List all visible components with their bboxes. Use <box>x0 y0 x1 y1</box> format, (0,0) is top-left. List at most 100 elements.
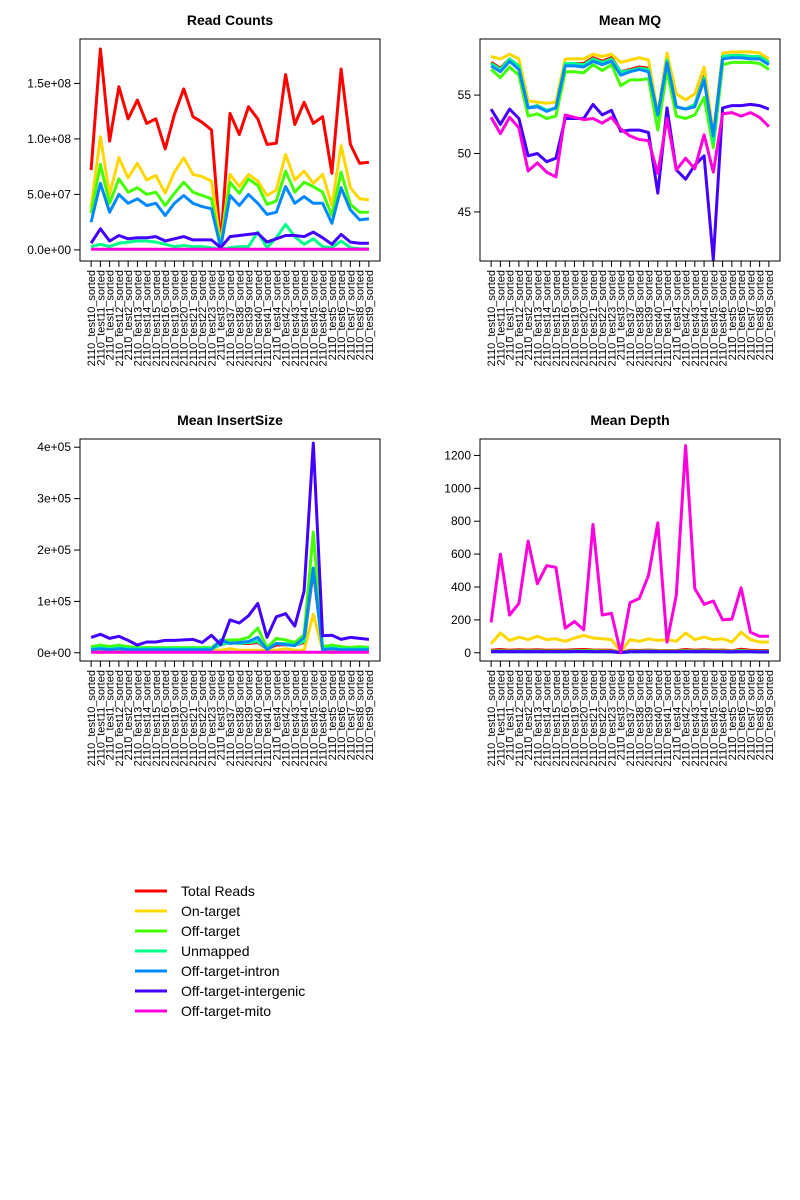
x-tick-label: 2110_test10_sorted <box>86 670 98 766</box>
x-tick-label: 2110_test3_sorted <box>216 670 228 760</box>
y-tick-label: 1200 <box>444 448 471 462</box>
x-tick-label: 2110_test5_sorted <box>727 670 739 760</box>
y-tick-label: 1.0e+08 <box>27 132 71 146</box>
x-tick-label: 2110_test9_sorted <box>364 670 376 760</box>
x-tick-label: 2110_test22_sorted <box>597 270 609 366</box>
x-tick-label: 2110_test6_sorted <box>336 270 348 360</box>
series-line-5 <box>490 56 770 138</box>
legend-label: Unmapped <box>181 943 250 959</box>
x-tick-label: 2110_test13_sorted <box>532 270 544 366</box>
x-tick-label: 2110_test39_sorted <box>244 670 256 766</box>
x-tick-label: 2110_test15_sorted <box>151 670 163 766</box>
y-tick-label: 4e+05 <box>37 440 71 454</box>
y-tick-label: 800 <box>451 514 471 528</box>
y-tick-label: 45 <box>458 205 472 219</box>
x-tick-label: 2110_test12_sorted <box>514 670 526 766</box>
x-tick-label: 2110_test4_sorted <box>671 670 683 760</box>
x-tick-label: 2110_test41_sorted <box>262 270 274 366</box>
series-line-3 <box>89 162 369 249</box>
x-tick-label: 2110_test42_sorted <box>281 270 293 366</box>
x-tick-label: 2110_test6_sorted <box>336 670 348 760</box>
x-tick-label: 2110_test20_sorted <box>179 670 191 766</box>
x-tick-label: 2110_test10_sorted <box>486 270 498 366</box>
x-tick-label: 2110_test7_sorted <box>345 270 357 360</box>
x-tick-label: 2110_test8_sorted <box>355 670 367 760</box>
x-tick-label: 2110_test40_sorted <box>253 270 265 366</box>
x-tick-label: 2110_test2_sorted <box>123 270 135 360</box>
x-tick-label: 2110_test11_sorted <box>495 670 507 766</box>
y-tick-label: 1e+05 <box>37 594 71 608</box>
panel-1: Read Counts 0.0e+00 5.0e+07 1.0e+08 1.5e+08 2… <box>27 12 381 366</box>
x-tick-label: 2110_test5_sorted <box>727 270 739 360</box>
y-tick-label: 0 <box>464 646 471 660</box>
series-line-1 <box>89 47 370 246</box>
x-tick-label: 2110_test1_sorted <box>105 270 117 360</box>
y-tick-label: 400 <box>451 580 471 594</box>
x-tick-label: 2110_test14_sorted <box>542 670 554 766</box>
x-tick-label: 2110_test15_sorted <box>551 270 563 366</box>
x-tick-label: 2110_test19_sorted <box>569 270 581 366</box>
panel-4: Mean Depth 0 200 400 600 800 1000 1200 2110_test… <box>444 412 781 766</box>
x-tick-label: 2110_test41_sorted <box>662 670 674 766</box>
y-tick-label: 55 <box>458 88 472 102</box>
x-tick-label: 2110_test21_sorted <box>188 670 200 766</box>
y-tick-label: 600 <box>451 547 471 561</box>
x-tick-label: 2110_test22_sorted <box>197 270 209 366</box>
x-tick-label: 2110_test10_sorted <box>86 270 98 366</box>
x-tick-label: 2110_test43_sorted <box>290 270 302 366</box>
x-tick-label: 2110_test40_sorted <box>653 670 665 766</box>
x-tick-label: 2110_test11_sorted <box>95 270 107 366</box>
x-tick-label: 2110_test15_sorted <box>551 670 563 766</box>
x-tick-label: 2110_test40_sorted <box>253 670 265 766</box>
x-tick-label: 2110_test44_sorted <box>299 270 311 366</box>
x-tick-label: 2110_test3_sorted <box>616 670 628 760</box>
x-tick-label: 2110_test46_sorted <box>718 670 730 766</box>
x-tick-label: 2110_test44_sorted <box>699 670 711 766</box>
panel-title: Read Counts <box>187 12 274 28</box>
x-tick-label: 2110_test11_sorted <box>95 670 107 766</box>
plot-frame <box>479 438 781 662</box>
x-tick-label: 2110_test38_sorted <box>634 670 646 766</box>
x-tick-label: 2110_test45_sorted <box>308 270 320 366</box>
x-tick-label: 2110_test9_sorted <box>764 270 776 360</box>
x-tick-label: 2110_test6_sorted <box>736 670 748 760</box>
series-line-5 <box>90 566 369 652</box>
x-tick-label: 2110_test7_sorted <box>745 670 757 760</box>
x-tick-label: 2110_test3_sorted <box>216 270 228 360</box>
x-tick-label: 2110_test2_sorted <box>523 270 535 360</box>
x-tick-label: 2110_test11_sorted <box>495 270 507 366</box>
x-tick-label: 2110_test22_sorted <box>597 670 609 766</box>
x-tick-label: 2110_test23_sorted <box>206 270 218 366</box>
x-tick-label: 2110_test41_sorted <box>262 670 274 766</box>
x-tick-label: 2110_test46_sorted <box>318 670 330 766</box>
series-line-4 <box>90 222 369 251</box>
x-tick-label: 2110_test7_sorted <box>345 670 357 760</box>
x-tick-label: 2110_test38_sorted <box>634 270 646 366</box>
series-line-7 <box>489 444 769 655</box>
series-line-5 <box>89 181 370 250</box>
series-line-6 <box>89 227 369 250</box>
x-tick-label: 2110_test44_sorted <box>699 270 711 366</box>
series-line-6 <box>90 441 370 647</box>
x-tick-label: 2110_test42_sorted <box>681 670 693 766</box>
x-tick-label: 2110_test20_sorted <box>579 270 591 366</box>
x-tick-label: 2110_test46_sorted <box>318 270 330 366</box>
x-tick-label: 2110_test23_sorted <box>206 670 218 766</box>
panel-2: Mean MQ4550552110_test10_sorted2110_test… <box>458 12 781 366</box>
x-tick-label: 2110_test5_sorted <box>327 670 339 760</box>
x-tick-label: 2110_test8_sorted <box>355 270 367 360</box>
x-tick-label: 2110_test13_sorted <box>132 270 144 366</box>
x-tick-label: 2110_test38_sorted <box>234 670 246 766</box>
x-tick-label: 2110_test15_sorted <box>151 270 163 366</box>
y-tick-label: 50 <box>458 147 472 161</box>
y-tick-label: 5.0e+07 <box>27 187 71 201</box>
x-tick-label: 2110_test19_sorted <box>169 670 181 766</box>
x-tick-label: 2110_test2_sorted <box>523 670 535 760</box>
x-tick-label: 2110_test37_sorted <box>625 670 637 766</box>
x-tick-label: 2110_test12_sorted <box>114 270 126 366</box>
x-tick-label: 2110_test20_sorted <box>579 670 591 766</box>
x-tick-label: 2110_test44_sorted <box>299 670 311 766</box>
x-tick-label: 2110_test16_sorted <box>560 670 572 766</box>
y-tick-label: 2e+05 <box>37 543 71 557</box>
